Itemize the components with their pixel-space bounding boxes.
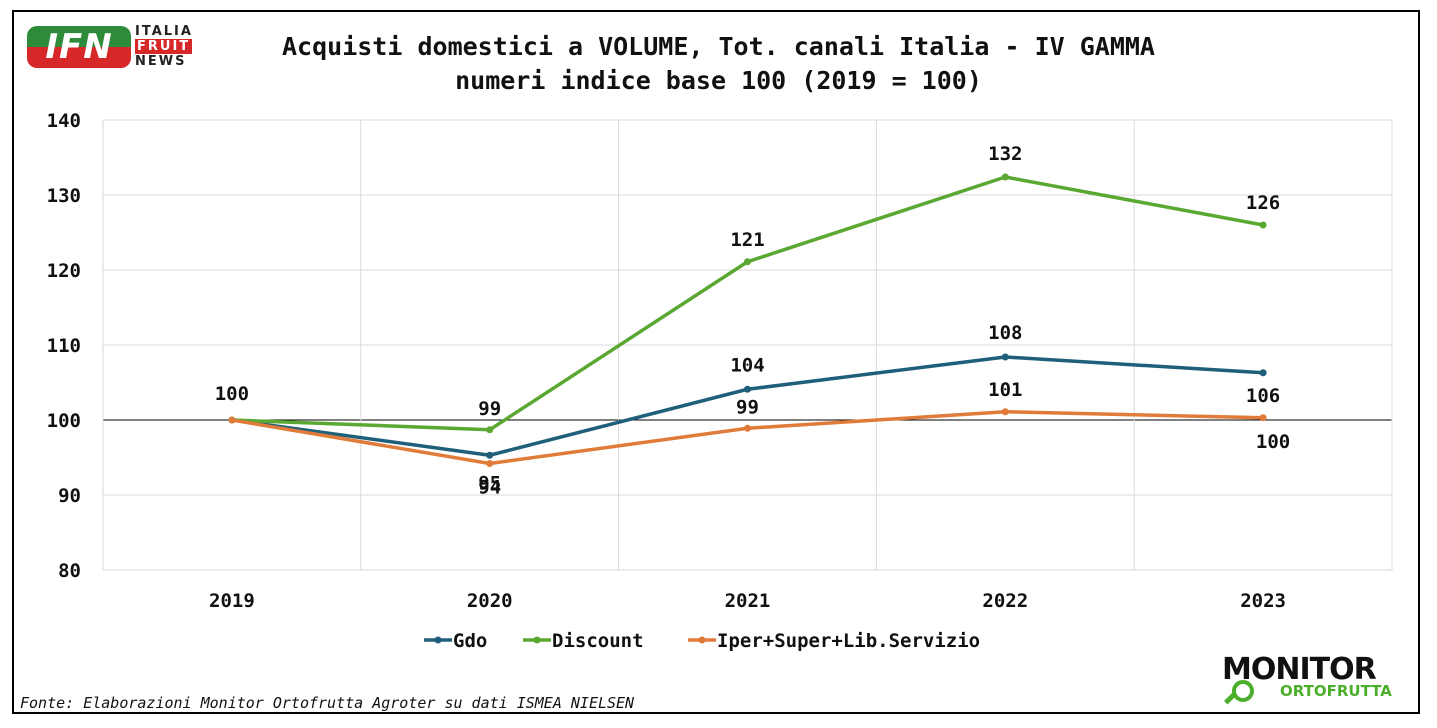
data-label-gdo-2023: 106 [1246,385,1280,407]
point-iper-super-lib-servizio-2019 [228,416,236,424]
ifn-logo-word-fruit: FRUIT [135,39,193,54]
data-label-gdo-2021: 104 [730,354,764,376]
y-tick-label-140: 140 [47,110,81,132]
data-label-discount-2023: 126 [1246,192,1280,214]
point-discount-2020 [486,426,494,434]
italia-fruit-news-logo: IFN ITALIA FRUIT NEWS [27,24,207,72]
chart-subtitle: numeri indice base 100 (2019 = 100) [455,66,982,95]
y-tick-label-100: 100 [47,410,81,432]
y-tick-label-130: 130 [47,185,81,207]
legend-marker-iper-super-lib-servizio [698,636,706,644]
point-discount-2021 [744,258,751,266]
point-iper-super-lib-servizio-2021 [744,424,751,432]
y-tick-label-120: 120 [47,260,81,282]
y-tick-label-80: 80 [58,560,81,582]
data-label-iper-super-lib-servizio-2022: 101 [988,379,1022,401]
legend-marker-discount [533,636,541,644]
point-iper-super-lib-servizio-2020 [486,460,494,467]
legend-label-gdo: Gdo [453,630,487,652]
point-discount-2023 [1259,221,1267,229]
ifn-logo-badge [27,26,131,68]
data-label-discount-2021: 121 [730,229,764,251]
ifn-logo-word-news: NEWS [135,54,187,69]
point-discount-2022 [1001,173,1009,181]
point-gdo-2021 [744,385,751,393]
legend-label-discount: Discount [552,630,644,652]
legend-marker-gdo [434,636,442,644]
ifn-logo-letters: IFN [45,27,113,67]
magnifier-icon [1232,680,1254,702]
monitor-ortofrutta-logo: MONITOR ORTOFRUTTA [1222,652,1412,708]
point-gdo-2023 [1259,369,1267,377]
data-label-iper-super-lib-servizio-2021: 99 [736,396,759,418]
source-note: Fonte: Elaborazioni Monitor Ortofrutta A… [20,694,635,712]
x-tick-label-2023: 2023 [1240,590,1286,612]
point-iper-super-lib-servizio-2022 [1001,408,1009,416]
chart-frame [12,10,1420,714]
y-tick-label-110: 110 [47,335,81,357]
point-gdo-2020 [486,451,494,459]
monitor-logo-bottom: ORTOFRUTTA [1280,682,1392,700]
data-label-discount-2020: 99 [478,398,501,420]
x-tick-label-2021: 2021 [725,590,771,612]
legend-label-iper-super-lib-servizio: Iper+Super+Lib.Servizio [717,630,980,652]
y-tick-label-90: 90 [58,485,81,507]
data-label-iper-super-lib-servizio-2020: 94 [478,477,501,499]
point-iper-super-lib-servizio-2023 [1259,414,1267,422]
x-tick-label-2022: 2022 [982,590,1028,612]
chart-title: Acquisti domestici a VOLUME, Tot. canali… [282,32,1155,61]
x-tick-label-2019: 2019 [209,590,255,612]
data-label-discount-2022: 132 [988,143,1022,165]
ifn-logo-words: ITALIA FRUIT NEWS [135,24,193,69]
point-gdo-2022 [1001,353,1009,361]
data-label-gdo-2022: 108 [988,322,1022,344]
x-tick-label-2020: 2020 [467,590,513,612]
data-label-iper-super-lib-servizio-2023: 100 [1256,431,1290,453]
ifn-logo-word-italia: ITALIA [135,24,193,39]
data-label-gdo-2020: 95 [478,472,501,494]
data-label-iper-super-lib-servizio-2019: 100 [215,383,249,405]
